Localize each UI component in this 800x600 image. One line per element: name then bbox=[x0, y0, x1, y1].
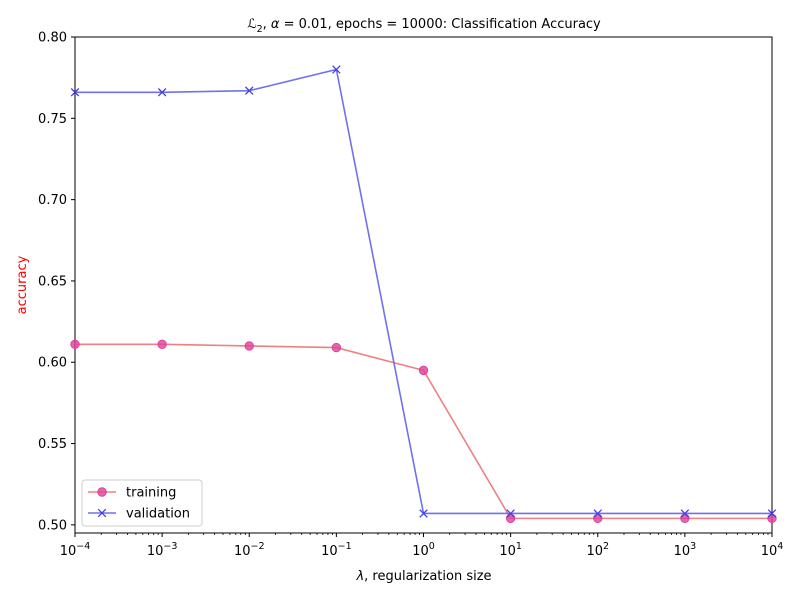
data-point-validation bbox=[506, 509, 515, 518]
title-rest: = 0.01, epochs = 10000: Classification A… bbox=[280, 17, 602, 32]
legend-label: training bbox=[126, 486, 176, 501]
legend-label: validation bbox=[126, 507, 190, 522]
x-tick-label: 101 bbox=[499, 541, 522, 559]
title-alpha: α bbox=[271, 17, 280, 32]
data-point-validation bbox=[767, 509, 777, 518]
y-tick-label: 0.55 bbox=[38, 437, 67, 452]
x-axis: 10−4 10−3 10−2 10−1 100 101 102 103 104 bbox=[60, 533, 784, 559]
marker-stroke bbox=[767, 509, 777, 518]
x-tick-label: 100 bbox=[412, 541, 435, 559]
data-point-training bbox=[680, 513, 690, 524]
data-point-training bbox=[331, 342, 342, 353]
title-prefix: ℒ bbox=[247, 17, 256, 32]
data-point-training bbox=[593, 513, 603, 524]
y-axis: 0.50 0.55 0.60 0.65 0.70 0.75 0.80 bbox=[38, 31, 75, 533]
legend-entry-training: training bbox=[88, 486, 176, 501]
data-point-training bbox=[244, 341, 254, 351]
data-point-training bbox=[767, 513, 777, 524]
legend-entry-validation: validation bbox=[88, 507, 190, 522]
y-tick-label: 0.50 bbox=[38, 518, 67, 533]
y-tick-label: 0.70 bbox=[38, 193, 67, 208]
series-layer bbox=[70, 65, 777, 524]
plot-area-frame bbox=[74, 36, 773, 534]
marker-stroke bbox=[97, 508, 107, 518]
data-point-validation bbox=[157, 88, 167, 97]
x-axis-text: , regularization size bbox=[364, 569, 491, 584]
series-validation bbox=[70, 65, 777, 518]
marker-stroke bbox=[506, 509, 515, 518]
marker-stroke bbox=[157, 88, 167, 97]
x-tick-label: 10−2 bbox=[234, 541, 265, 559]
y-tick-label: 0.65 bbox=[38, 274, 67, 289]
marker-stroke bbox=[680, 509, 690, 518]
chart-title: ℒ2, α = 0.01, epochs = 10000: Classifica… bbox=[247, 17, 601, 35]
series-line-validation bbox=[75, 68, 772, 515]
data-point-validation bbox=[244, 86, 254, 95]
data-point-validation bbox=[70, 88, 80, 97]
x-tick-label: 104 bbox=[761, 541, 784, 559]
legend: training validation bbox=[81, 479, 203, 527]
x-axis-title: λ, regularization size bbox=[355, 569, 491, 584]
data-point-training bbox=[157, 339, 167, 350]
marker-stroke bbox=[244, 86, 254, 95]
data-point-validation bbox=[593, 509, 603, 518]
data-point-validation bbox=[419, 509, 428, 518]
y-axis-title: accuracy bbox=[15, 255, 30, 314]
x-tick-label: 102 bbox=[586, 541, 609, 559]
y-tick-label: 0.80 bbox=[38, 31, 67, 46]
marker-stroke bbox=[593, 509, 603, 518]
x-tick-label: 10−1 bbox=[321, 541, 352, 559]
data-point-training bbox=[418, 365, 429, 376]
y-tick-label: 0.75 bbox=[38, 112, 67, 127]
x-tick-label: 103 bbox=[674, 541, 697, 559]
marker-stroke bbox=[419, 509, 428, 518]
data-point-training bbox=[505, 513, 516, 524]
marker-stroke bbox=[70, 88, 80, 97]
data-point-validation bbox=[680, 509, 690, 518]
legend-marker bbox=[97, 508, 107, 518]
y-tick-label: 0.60 bbox=[38, 356, 67, 371]
legend-marker bbox=[97, 487, 107, 497]
data-point-validation bbox=[332, 65, 341, 74]
x-tick-label: 10−4 bbox=[60, 541, 91, 559]
title-prefix-sub: 2 bbox=[257, 24, 263, 35]
x-tick-label: 10−3 bbox=[147, 541, 178, 559]
marker-stroke bbox=[332, 65, 341, 74]
data-point-training bbox=[70, 339, 80, 350]
x-axis-symbol: λ bbox=[355, 569, 364, 584]
